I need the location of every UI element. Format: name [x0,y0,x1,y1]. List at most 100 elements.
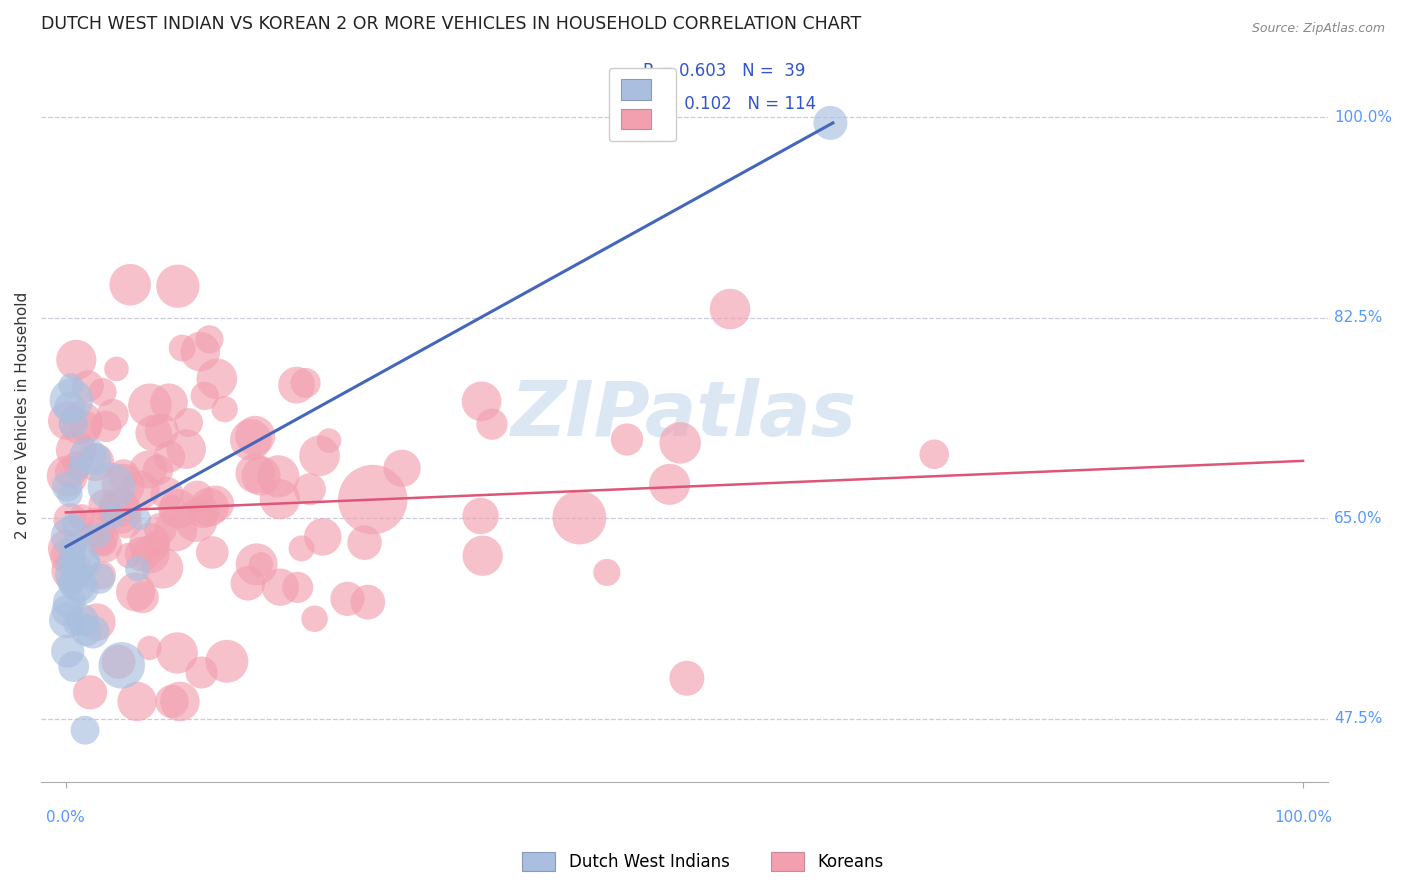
Point [157,450,180,464]
Point [193,505,215,519]
Point [125,694,148,708]
Point [65,443,87,458]
Point [142,426,165,441]
Point [60,564,83,578]
Point [165,523,187,537]
Point [177,416,200,430]
Point [167,502,190,516]
Point [69,416,91,430]
Point [129,483,152,498]
Point [89,529,111,543]
Point [115,516,138,530]
Text: 100.0%: 100.0% [1274,810,1331,825]
Text: 0.0%: 0.0% [46,810,86,825]
Point [56,469,79,483]
Point [160,500,183,515]
Point [56,541,79,556]
Point [111,658,134,673]
Point [172,341,194,355]
Point [204,497,226,511]
Point [65,565,87,579]
Point [145,536,167,550]
Point [77,449,100,463]
Point [84,452,107,467]
Point [69,554,91,568]
Point [59,575,82,590]
Point [471,394,494,409]
Point [60,517,83,532]
Point [294,376,316,390]
Point [152,561,174,575]
Point [67,462,90,476]
Point [336,591,359,606]
Point [138,640,160,655]
Point [188,344,211,359]
Point [357,595,380,609]
Point [77,379,100,393]
Point [136,462,159,476]
Point [105,362,128,376]
Legend: , : , [609,68,676,141]
Point [63,617,86,632]
Point [59,465,82,479]
Point [76,557,98,571]
Point [101,408,124,422]
Point [198,332,221,346]
Point [304,612,326,626]
Point [312,530,335,544]
Point [250,558,273,572]
Point [149,522,172,536]
Point [112,478,135,492]
Point [245,429,267,443]
Text: R = 0.603   N =  39: R = 0.603 N = 39 [644,62,806,79]
Point [820,116,842,130]
Point [66,577,89,591]
Point [58,595,80,609]
Legend: Dutch West Indians, Koreans: Dutch West Indians, Koreans [513,843,893,880]
Point [107,655,129,669]
Point [66,458,89,472]
Point [86,519,108,533]
Point [658,477,681,491]
Point [62,539,84,553]
Point [60,393,83,408]
Point [56,644,79,658]
Point [59,513,82,527]
Text: ZIPatlas: ZIPatlas [512,378,858,452]
Point [285,378,308,392]
Point [56,414,79,428]
Point [107,500,129,514]
Point [118,549,141,563]
Point [59,401,82,415]
Point [89,571,111,585]
Point [361,492,384,507]
Point [62,552,84,566]
Point [157,395,180,409]
Point [290,541,312,556]
Point [87,528,110,542]
Point [70,613,93,627]
Point [239,433,262,447]
Point [100,480,122,494]
Point [215,654,238,668]
Point [471,549,494,563]
Point [62,568,84,582]
Point [84,455,107,469]
Point [131,547,153,561]
Point [267,469,290,483]
Point [269,580,291,594]
Point [94,419,117,434]
Point [62,417,84,431]
Point [198,500,221,515]
Point [166,646,188,660]
Point [287,580,309,594]
Point [62,659,84,673]
Point [184,514,207,528]
Point [59,378,82,392]
Point [194,389,217,403]
Point [108,505,131,519]
Point [90,568,112,582]
Point [60,529,83,543]
Point [101,509,124,524]
Point [236,576,259,591]
